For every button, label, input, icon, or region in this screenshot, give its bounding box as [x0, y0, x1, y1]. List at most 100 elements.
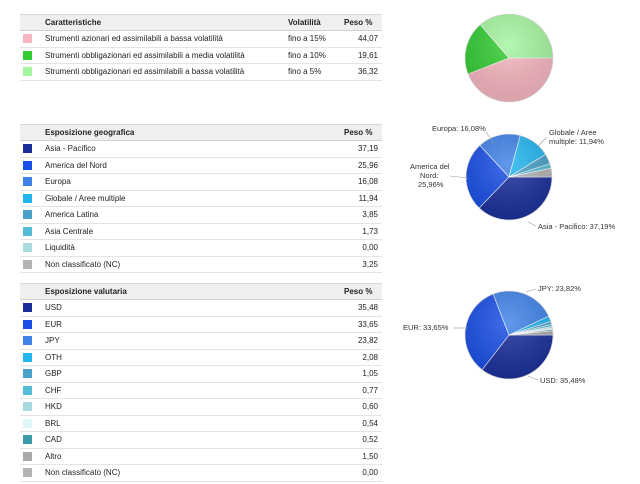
table-row: America Latina 3,85 — [20, 207, 382, 224]
row-label: Asia - Pacifico — [45, 144, 96, 154]
pie-label-asia: Asia - Pacifico: 37,19% — [538, 222, 615, 231]
color-swatch — [23, 336, 32, 346]
pie-label-jpy: JPY: 23,82% — [538, 284, 581, 293]
table-row: JPY 23,82 — [20, 333, 382, 350]
table-row: Strumenti obbligazionari ed assimilabili… — [20, 64, 382, 81]
color-swatch — [23, 160, 32, 170]
table-row: OTH 2,08 — [20, 350, 382, 366]
geographic-pie-labels: Europa: 16,08% Globale / Aree multiple: … — [410, 124, 615, 231]
row-weight: 2,08 — [362, 352, 378, 362]
pie-label-europa: Europa: 16,08% — [432, 124, 486, 133]
characteristics-pie-chart — [464, 13, 554, 103]
color-swatch — [23, 402, 32, 412]
table-row: EUR 33,65 — [20, 317, 382, 333]
row-weight: 3,25 — [362, 259, 378, 269]
row-label: OTH — [45, 352, 62, 362]
color-swatch — [23, 319, 32, 329]
row-label: Europa — [45, 177, 71, 187]
row-weight: 0,00 — [362, 243, 378, 253]
row-weight: 1,73 — [362, 226, 378, 236]
row-weight: 23,82 — [357, 336, 378, 346]
color-swatch — [23, 67, 32, 77]
row-label: Asia Centrale — [45, 226, 94, 236]
header-name: Caratteristiche — [45, 18, 102, 27]
geographic-pie-chart — [465, 133, 553, 221]
table-row: GBP 1,05 — [20, 366, 382, 383]
color-swatch — [23, 435, 32, 445]
header-name: Esposizione geografica — [45, 128, 135, 137]
color-swatch — [23, 144, 32, 154]
color-swatch — [23, 303, 32, 313]
table-body: Asia - Pacifico 37,19 America del Nord 25,9… — [20, 141, 382, 273]
row-label: BRL — [45, 418, 61, 428]
table-row: Asia - Pacifico 37,19 — [20, 141, 382, 158]
table-row: USD 35,48 — [20, 300, 382, 317]
table-row: Non classificato (NC) 0,00 — [20, 465, 382, 482]
color-swatch — [23, 177, 32, 187]
table-row: Strumenti obbligazionari ed assimilabili… — [20, 48, 382, 64]
row-weight: 0,54 — [362, 418, 378, 428]
row-label: CHF — [45, 385, 62, 395]
table-row: BRL 0,54 — [20, 416, 382, 432]
row-label: EUR — [45, 319, 62, 329]
table-row: CAD 0,52 — [20, 432, 382, 449]
table-row: HKD 0,60 — [20, 399, 382, 416]
row-label: Globale / Aree multiple — [45, 193, 126, 203]
row-label: America Latina — [45, 210, 99, 220]
currency-table: Esposizione valutaria Peso % USD 35,48 EUR… — [20, 283, 382, 482]
table-row: Asia Centrale 1,73 — [20, 224, 382, 240]
header-weight: Peso % — [344, 18, 373, 27]
row-volatility: fino a 5% — [288, 67, 322, 77]
characteristics-table: Caratteristiche Volatilità Peso % Strume… — [20, 14, 382, 81]
table-body: Strumenti azionari ed assimilabili a bas… — [20, 31, 382, 81]
row-label: JPY — [45, 336, 60, 346]
color-swatch — [23, 369, 32, 379]
row-volatility: fino a 15% — [288, 34, 326, 44]
header-weight: Peso % — [344, 287, 373, 296]
label-leader — [485, 131, 495, 145]
pie-label-america-1: America del — [410, 162, 450, 171]
row-weight: 0,00 — [362, 468, 378, 478]
row-label: Liquidità — [45, 243, 75, 253]
row-weight: 16,08 — [357, 177, 378, 187]
row-label: CAD — [45, 435, 62, 445]
color-swatch — [23, 418, 32, 428]
row-volatility: fino a 10% — [288, 50, 326, 60]
label-leader — [525, 288, 537, 293]
pie-label-usd: USD: 35,48% — [540, 376, 586, 385]
row-label: Non classificato (NC) — [45, 468, 121, 478]
row-label: Altro — [45, 451, 62, 461]
row-label: Strumenti azionari ed assimilabili a bas… — [45, 34, 223, 44]
row-weight: 33,65 — [357, 319, 378, 329]
table-header: Esposizione valutaria Peso % — [20, 283, 382, 300]
row-weight: 11,94 — [358, 193, 378, 203]
pie-gloss — [464, 13, 554, 103]
table-row: Europa 16,08 — [20, 174, 382, 191]
row-weight: 37,19 — [357, 144, 378, 154]
row-weight: 1,05 — [362, 369, 378, 379]
row-label: USD — [45, 303, 62, 313]
pie-label-globale-1: Globale / Aree — [549, 128, 597, 137]
row-weight: 19,61 — [357, 50, 378, 60]
currency-pie-chart — [464, 290, 554, 380]
row-label: HKD — [45, 402, 62, 412]
label-leader — [449, 175, 469, 179]
pie-label-eur: EUR: 33,65% — [403, 323, 449, 332]
color-swatch — [23, 259, 32, 269]
color-swatch — [23, 210, 32, 220]
table-row: Altro 1,50 — [20, 449, 382, 465]
table-header: Esposizione geografica Peso % — [20, 124, 382, 141]
table-row: Non classificato (NC) 3,25 — [20, 257, 382, 273]
table-row: Liquidità 0,00 — [20, 240, 382, 257]
row-label: GBP — [45, 369, 62, 379]
row-weight: 0,52 — [362, 435, 378, 445]
color-swatch — [23, 352, 32, 362]
table-header: Caratteristiche Volatilità Peso % — [20, 14, 382, 31]
table-row: Strumenti azionari ed assimilabili a bas… — [20, 31, 382, 48]
color-swatch — [23, 243, 32, 253]
row-label: Non classificato (NC) — [45, 259, 121, 269]
row-weight: 1,50 — [362, 451, 378, 461]
color-swatch — [23, 385, 32, 395]
color-swatch — [23, 468, 32, 478]
